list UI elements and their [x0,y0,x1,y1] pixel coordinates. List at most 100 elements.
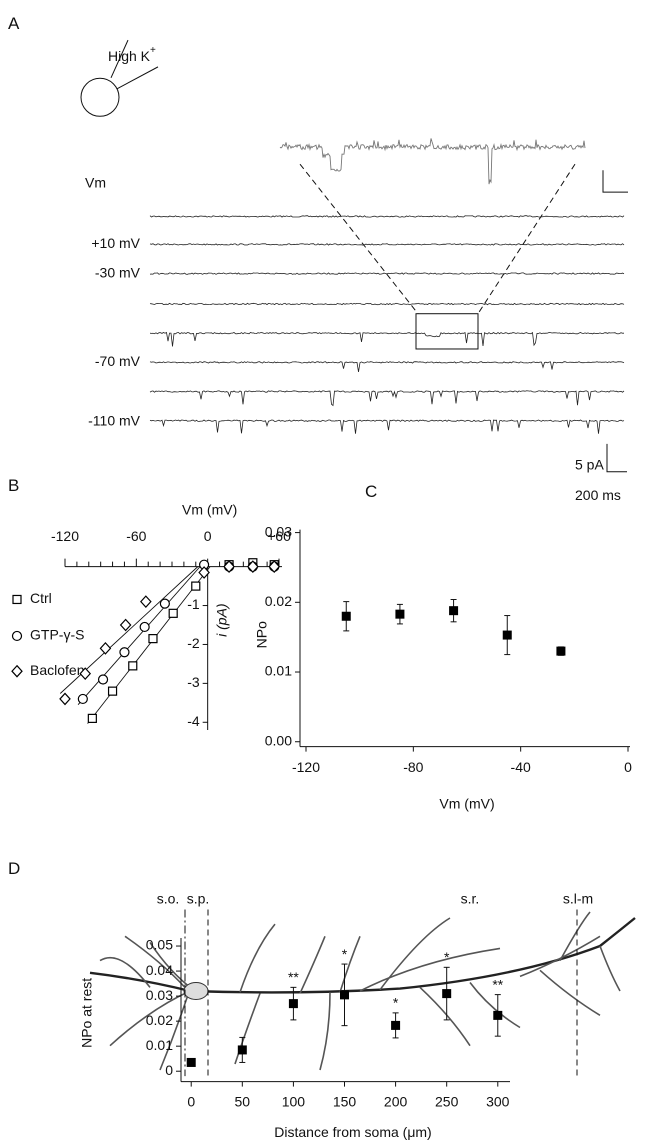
x-tick-label: 0 [204,528,212,544]
x-tick-label: 50 [235,1094,251,1110]
row-label: -110 mV [88,413,141,429]
scale-bar-label: 200 ms [575,487,621,503]
data-point [341,611,351,621]
trace [149,243,625,246]
dendrite [299,935,326,994]
x-tick-label: 150 [333,1094,357,1110]
trace [149,390,625,407]
fit-line [77,566,201,706]
x-tick-label: 300 [486,1094,510,1110]
x-tick-label: 200 [384,1094,408,1110]
y-tick-label: 0.03 [265,523,292,539]
dendrite [109,990,191,1047]
layer-label: s.r. [461,891,480,907]
x-tick-label: 100 [282,1094,306,1110]
y-tick-label: 0.01 [146,1037,173,1053]
x-tick-label: 250 [435,1094,459,1110]
y-tick-label: 0.04 [146,962,173,978]
data-point [148,634,158,644]
x-axis-label: Distance from soma (μm) [274,1124,431,1140]
dendrite [339,935,361,993]
x-axis-label: Vm (mV) [439,796,494,812]
electrode-text: High K [108,48,151,64]
data-point [288,999,298,1009]
dendrite [469,982,521,1029]
dendrite [124,935,186,988]
inset-scale-bar [602,170,628,193]
trace [149,331,624,347]
layer-label: s.l-m [563,891,593,907]
panel-label: B [8,476,19,495]
y-tick-label: -3 [187,674,200,690]
legend-label: Ctrl [30,590,52,606]
dendrite [519,935,601,978]
y-tick-label: 0.00 [265,732,292,748]
dendrite [239,923,276,993]
data-point [186,1057,196,1067]
x-tick-label: -60 [126,528,146,544]
dendrite [319,992,331,1071]
data-point [223,560,235,574]
data-point [198,566,210,579]
dendrite [234,993,261,1065]
dendrite [99,956,151,988]
y-axis-label: NPo [254,621,270,648]
row-label: -30 mV [95,264,141,280]
significance: * [444,949,450,965]
data-point [107,686,118,696]
data-point [97,674,109,685]
significance: * [393,995,399,1011]
x-tick-label: -40 [511,759,531,775]
row-label: -70 mV [95,353,141,369]
y-tick-label: 0.05 [146,937,173,953]
x-tick-label: -120 [292,759,320,775]
layer-label: s.o. [157,891,180,907]
data-point [140,595,152,609]
x-tick-label: +60 [267,528,291,544]
zoom-box [415,313,479,350]
layer-label: s.p. [187,891,210,907]
trace [149,419,625,434]
electrode-label: High K+ [108,45,156,64]
y-tick-label: -1 [187,596,200,612]
panel-label: C [365,482,377,501]
data-point [191,581,201,591]
y-tick-label: 0.02 [265,593,292,609]
scale-bar-label: 5 pA [575,456,604,472]
dendrite [559,911,591,961]
data-point [99,641,112,655]
legend-marker [11,630,23,642]
y-axis-label: i (pA) [213,603,229,636]
y-tick-label: -2 [187,635,200,651]
significance: ** [492,976,503,992]
data-point [119,618,132,632]
data-point [391,1020,401,1030]
data-point [442,989,452,999]
dendrite [379,917,451,991]
trace [149,302,625,306]
y-tick-label: 0.01 [265,663,292,679]
inset-trace [279,138,586,185]
x-tick-label: 0 [624,759,632,775]
dendrite [419,986,471,1047]
data-point [493,1010,503,1020]
y-tick-label: 0.02 [146,1012,173,1028]
data-point [247,560,259,574]
data-point [168,608,178,618]
trace [149,361,625,372]
dendrite [359,947,501,992]
soma [183,981,209,1001]
legend-label: GTP-γ-S [30,627,84,643]
legend-label: Baclofen [30,662,84,678]
data-point [340,990,349,1000]
row-label: +10 mV [91,235,140,251]
data-point [159,598,170,609]
trace [149,215,625,218]
significance: * [342,946,348,962]
dendrite [599,945,621,992]
panel-label: D [8,859,20,878]
zoom-line [477,163,576,314]
scale-bar [606,443,627,473]
y-axis-label: NPo at rest [79,978,95,1048]
